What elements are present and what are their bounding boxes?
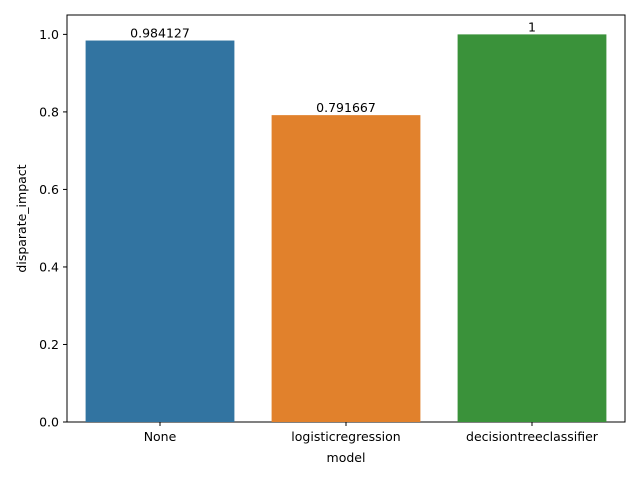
- x-tick-label-1: logisticregression: [291, 429, 400, 444]
- y-tick-label-5: 1.0: [39, 27, 59, 42]
- data-label-1: 0.791667: [316, 100, 376, 115]
- x-axis: None logisticregression decisiontreeclassi…: [144, 422, 599, 444]
- x-tick-label-2: decisiontreeclassifier: [466, 429, 599, 444]
- y-tick-label-0: 0.0: [39, 415, 59, 430]
- y-tick-label-1: 0.2: [39, 337, 59, 352]
- data-label-2: 1: [528, 19, 536, 34]
- y-tick-label-2: 0.4: [39, 259, 59, 274]
- bar-2: [457, 34, 607, 422]
- x-axis-title: model: [327, 450, 366, 465]
- bar-1: [271, 115, 421, 422]
- bars: [85, 34, 607, 422]
- y-axis: 0.0 0.2 0.4 0.6 0.8 1.0: [39, 27, 67, 430]
- bar-0: [85, 40, 235, 422]
- y-tick-label-3: 0.6: [39, 182, 59, 197]
- y-axis-title: disparate_impact: [14, 164, 29, 272]
- data-label-0: 0.984127: [130, 26, 190, 41]
- x-tick-label-0: None: [144, 429, 177, 444]
- y-tick-label-4: 0.8: [39, 104, 59, 119]
- data-labels: 0.984127 0.791667 1: [130, 19, 536, 115]
